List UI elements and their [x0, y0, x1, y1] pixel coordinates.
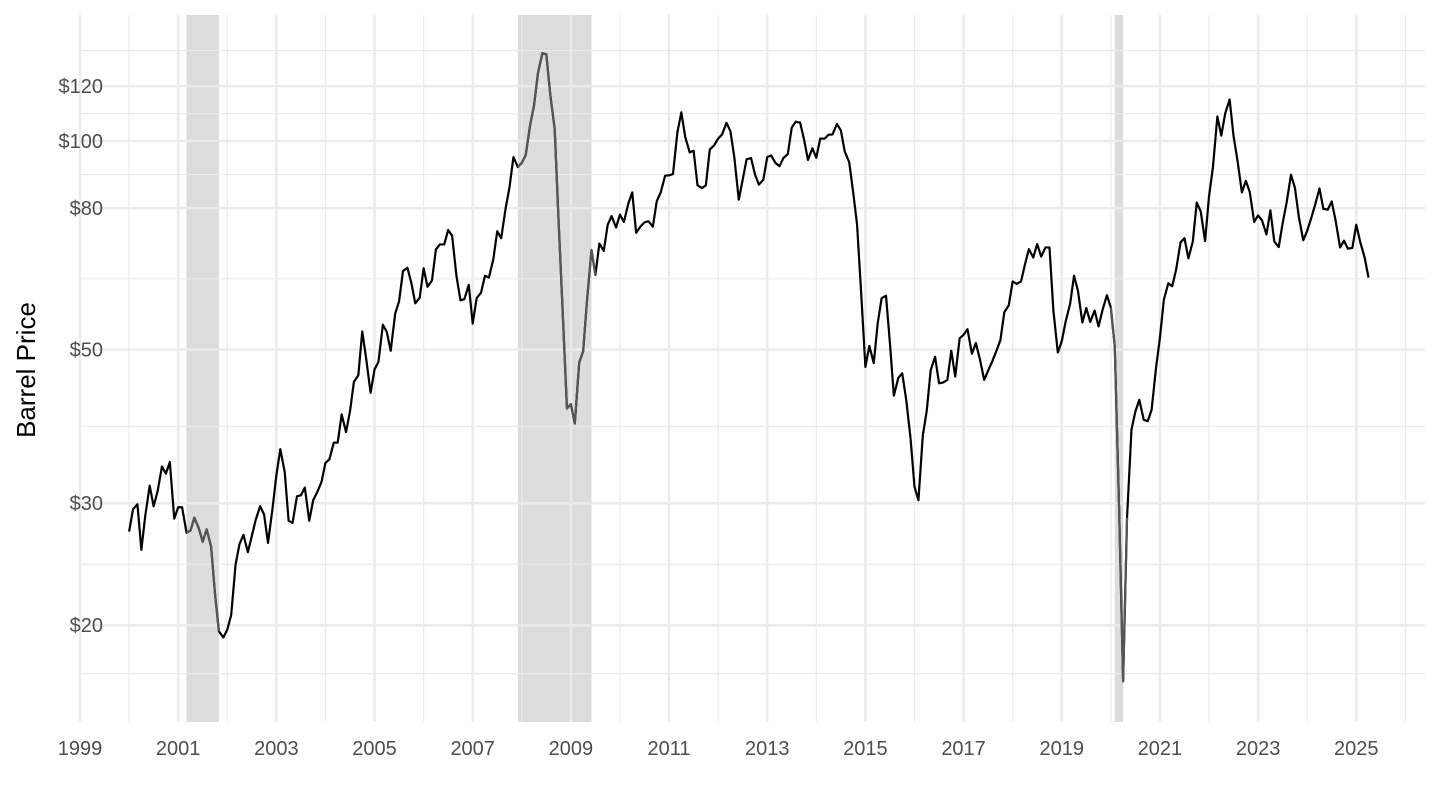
- price-line: [128, 52, 1370, 683]
- x-axis-ticks: 1999 2001 2003 2005 2007 2009 2011 2013 2015 2017…: [58, 738, 1379, 760]
- x-tick-label: 2001: [156, 738, 201, 760]
- price-series: [128, 52, 1370, 683]
- recession-price-segment-1: [517, 52, 597, 425]
- y-axis-title: Barrel Price: [11, 302, 41, 438]
- x-tick-label: 2017: [941, 738, 986, 760]
- x-tick-label: 2007: [450, 738, 495, 760]
- y-axis-ticks: $20 $30 $50 $80 $100 $120: [59, 76, 104, 637]
- x-tick-label: 2009: [549, 738, 594, 760]
- recession-price-segment-2: [1109, 307, 1129, 683]
- x-tick-label: 1999: [58, 738, 103, 760]
- x-tick-label: 2025: [1334, 738, 1379, 760]
- x-tick-label: 2013: [745, 738, 790, 760]
- x-tick-label: 2019: [1040, 738, 1085, 760]
- x-tick-label: 2011: [648, 738, 691, 760]
- y-tick-label: $30: [70, 493, 103, 515]
- y-tick-label: $120: [59, 76, 104, 98]
- x-tick-label: 2023: [1236, 738, 1281, 760]
- y-tick-label: $80: [70, 198, 103, 220]
- x-tick-label: 2005: [352, 738, 397, 760]
- x-tick-label: 2021: [1138, 738, 1183, 760]
- recession-band-2: [1114, 15, 1124, 722]
- y-tick-label: $100: [59, 131, 104, 153]
- grid-lines: [78, 15, 1425, 722]
- recession-price-segment-0: [185, 516, 221, 632]
- x-tick-label: 2015: [843, 738, 888, 760]
- y-tick-label: $50: [70, 340, 103, 362]
- recession-band-0: [186, 15, 219, 722]
- x-tick-label: 2003: [254, 738, 299, 760]
- y-tick-label: $20: [70, 615, 103, 637]
